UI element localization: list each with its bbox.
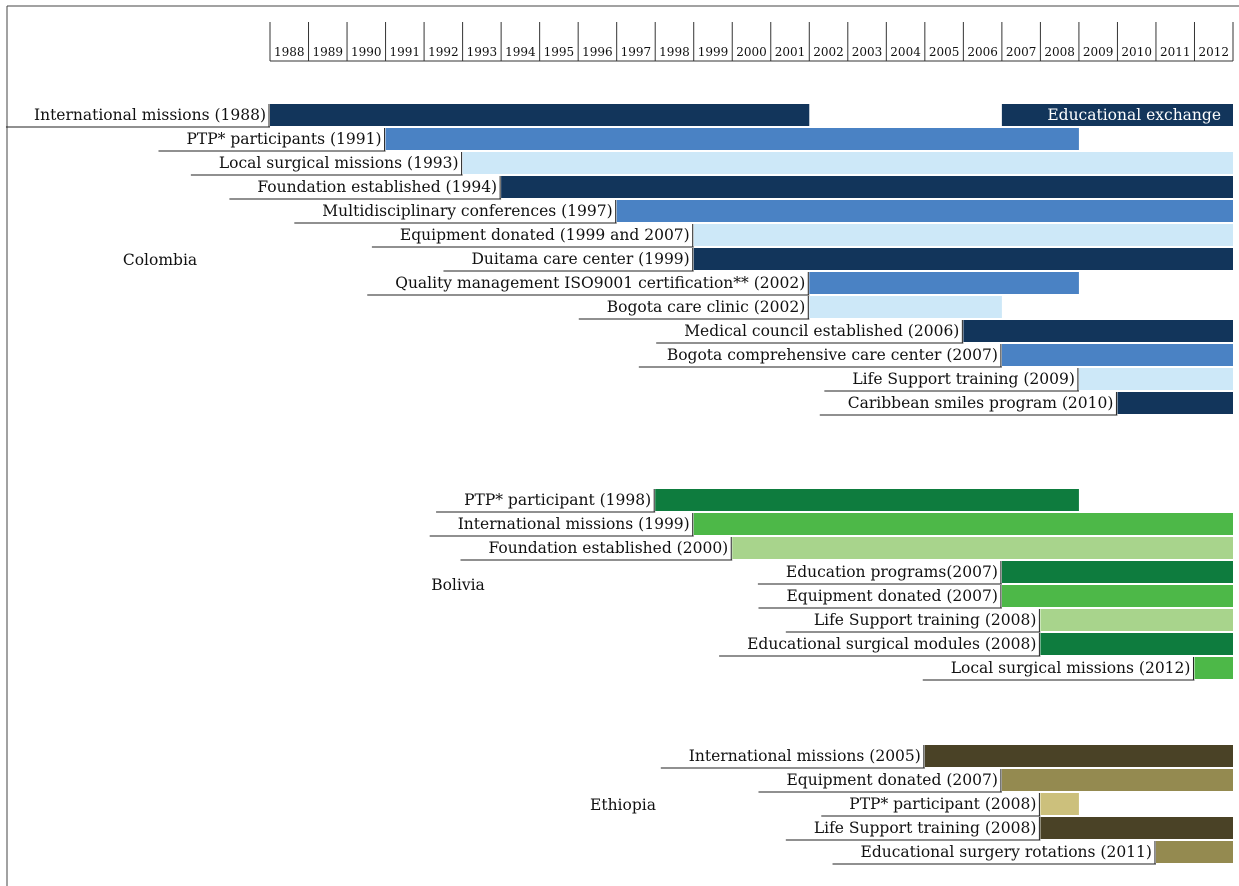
bar-label: International missions (1999) — [458, 515, 690, 533]
year-tick-label: 2000 — [736, 45, 767, 59]
year-tick-label: 1999 — [698, 45, 729, 59]
year-tick-label: 2007 — [1006, 45, 1037, 59]
bar-label: International missions (2005) — [689, 747, 921, 765]
group-ethiopia: International missions (2005) Equipment d… — [590, 745, 1233, 865]
bar-label: Bogota comprehensive care center (2007) — [667, 346, 998, 364]
year-tick-label: 1988 — [274, 45, 305, 59]
timeline-bar — [655, 489, 1079, 511]
bar-label: Medical council established (2006) — [684, 322, 959, 340]
year-tick-label: 2006 — [967, 45, 998, 59]
year-tick-label: 1990 — [351, 45, 382, 59]
bar-label: PTP* participant (1998) — [464, 491, 651, 509]
timeline-bar — [1040, 793, 1079, 815]
timeline-bar — [1040, 609, 1233, 631]
bar-label: Duitama care center (1999) — [471, 250, 689, 268]
bar-label: Life Support training (2008) — [814, 819, 1037, 837]
year-tick-label: 2001 — [775, 45, 806, 59]
bar-label: Caribbean smiles program (2010) — [848, 394, 1114, 412]
timeline-bar — [809, 272, 1079, 294]
country-label: Ethiopia — [590, 796, 656, 814]
timeline-bar — [1001, 585, 1233, 607]
timeline-bar — [270, 104, 810, 126]
year-tick-label: 2009 — [1083, 45, 1114, 59]
timeline-bar — [732, 537, 1233, 559]
bar-label: Life Support training (2008) — [814, 611, 1037, 629]
year-tick-label: 2012 — [1198, 45, 1229, 59]
year-tick-label: 1995 — [544, 45, 575, 59]
timeline-bar — [385, 128, 1079, 150]
bar-label: Educational surgical modules (2008) — [747, 635, 1036, 653]
year-tick-label: 2002 — [813, 45, 844, 59]
bar-label: PTP* participant (2008) — [849, 795, 1036, 813]
bar-label: Equipment donated (2007) — [786, 771, 997, 789]
bar-label: Foundation established (2000) — [489, 539, 729, 557]
timeline-bar — [924, 745, 1233, 767]
timeline-bar — [1040, 817, 1233, 839]
year-tick-label: 2008 — [1044, 45, 1075, 59]
timeline-bar — [1001, 561, 1233, 583]
bar-label: Education programs(2007) — [786, 563, 998, 581]
bar-label: Local surgical missions (2012) — [951, 659, 1191, 677]
year-tick-label: 1989 — [313, 45, 344, 59]
year-tick-label: 1992 — [428, 45, 459, 59]
year-tick-label: 1998 — [659, 45, 690, 59]
timeline-bar — [963, 320, 1233, 342]
year-tick-label: 1993 — [467, 45, 498, 59]
bar-label: Bogota care clinic (2002) — [607, 298, 806, 316]
bar-inside-label: Educational exchange — [1047, 106, 1221, 124]
timeline-bar — [809, 296, 1002, 318]
bar-label: Educational surgery rotations (2011) — [861, 843, 1152, 861]
year-tick-label: 1991 — [390, 45, 421, 59]
bar-label: Equipment donated (1999 and 2007) — [400, 226, 690, 244]
country-label: Bolivia — [431, 576, 485, 594]
timeline-bar — [1001, 344, 1233, 366]
timeline-bar — [501, 176, 1233, 198]
bar-label: Quality management ISO9001 certification… — [395, 274, 805, 292]
timeline-bar — [693, 513, 1233, 535]
bar-label: Life Support training (2009) — [852, 370, 1075, 388]
bar-label: PTP* participants (1991) — [186, 130, 381, 148]
timeline-bar — [1001, 769, 1233, 791]
country-label: Colombia — [123, 251, 197, 269]
bar-label: International missions (1988) — [34, 106, 266, 124]
timeline-bar — [693, 224, 1233, 246]
bar-label: Equipment donated (2007) — [786, 587, 997, 605]
timeline-bar — [1040, 633, 1233, 655]
group-bolivia: PTP* participant (1998) International mis… — [429, 489, 1233, 681]
bar-label: Multidisciplinary conferences (1997) — [322, 202, 612, 220]
timeline-bar-extra — [1001, 104, 1233, 126]
year-tick-label: 1994 — [505, 45, 536, 59]
year-tick-label: 2011 — [1160, 45, 1191, 59]
year-tick-label: 2003 — [852, 45, 883, 59]
timeline-bar — [693, 248, 1233, 270]
timeline-bar — [462, 152, 1234, 174]
year-tick-label: 2010 — [1121, 45, 1152, 59]
bar-label: Foundation established (1994) — [257, 178, 497, 196]
group-colombia: International missions (1988) PTP* partic… — [5, 104, 1234, 416]
year-axis: 1988 1989 1990 1991 1992 1993 1994 1995 1996 1997… — [269, 22, 1234, 62]
year-tick-label: 1996 — [582, 45, 613, 59]
year-tick-label: 2005 — [929, 45, 960, 59]
bar-label: Local surgical missions (1993) — [219, 154, 459, 172]
timeline-bar — [1194, 657, 1233, 679]
timeline-bar — [616, 200, 1233, 222]
timeline-bar — [1078, 368, 1233, 390]
timeline-bar — [1155, 841, 1233, 863]
year-tick-label: 1997 — [621, 45, 652, 59]
timeline-bar — [1117, 392, 1233, 414]
year-tick-label: 2004 — [890, 45, 921, 59]
